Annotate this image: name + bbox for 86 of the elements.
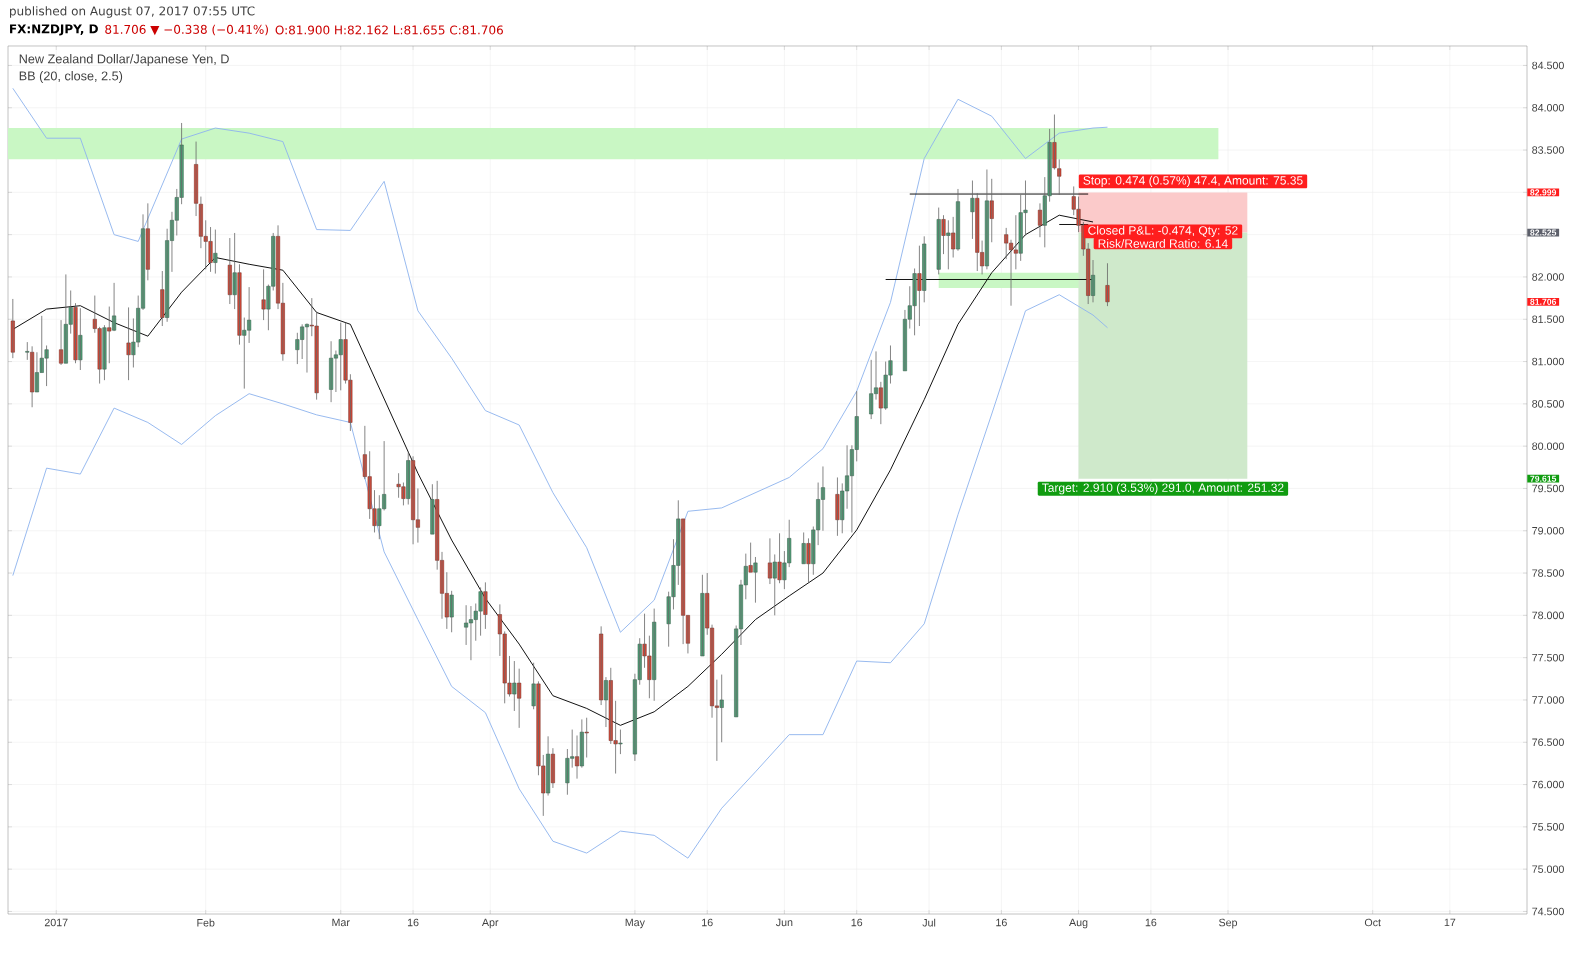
text: 81.706 ▼ −0.338 (−0.41%) [105,24,268,36]
text: BB (20, close, 2.5) [19,71,123,83]
y-tick-label: 76.000 [1532,780,1564,789]
x-tick-label: Mar [332,918,350,927]
x-tick-label: 16 [996,918,1007,927]
candlestick [261,268,266,321]
y-tick-label: 77.500 [1532,653,1564,662]
x-tick-label: Feb [197,918,215,927]
y-tick-label: 84.500 [1532,61,1564,70]
candlestick [338,322,343,391]
x-tick-label: Aug [1069,918,1088,929]
text: New Zealand Dollar/Japanese Yen, D [19,54,229,66]
y-tick-label: 83.500 [1532,146,1564,154]
candlestick [922,235,927,303]
y-tick-label: 75.000 [1532,865,1564,873]
x-tick-label: 16 [851,918,863,927]
candlestick [213,229,218,274]
y-tick-label: 77.000 [1532,696,1564,704]
candlestick [801,532,806,565]
y-tick-label: 80.500 [1532,400,1564,408]
y-tick-label: 75.500 [1532,823,1564,831]
candlestick [753,556,758,604]
candlestick [73,302,78,364]
y-tick-label: 80.000 [1532,442,1564,450]
x-tick-label: Oct [1364,918,1381,927]
candlestick [1105,262,1110,307]
y-tick-label: 79.500 [1532,484,1564,493]
candlestick [517,668,522,729]
x-tick-label: 16 [1145,918,1157,927]
text: 79.615 [1530,475,1557,482]
candlestick [1057,158,1062,196]
candlestick [126,307,131,381]
candlestick [777,532,782,584]
candlestick [970,180,975,240]
x-tick-label: 16 [407,918,419,927]
annotation: Target: 2.910 (3.53%) 291.0, Amount: 251.32 [1042,483,1284,495]
candlestick [512,660,517,712]
x-tick-label: Jun [775,918,793,927]
x-tick-label: May [625,918,645,929]
y-tick-label: 74.500 [1532,907,1564,916]
x-tick-label: Apr [481,918,499,929]
candlestick [835,477,840,537]
candlestick [531,662,536,710]
candlestick [941,214,946,255]
x-tick-label: 17 [1444,918,1456,927]
candlestick [618,729,623,755]
candlestick [806,537,811,583]
y-tick-label: 84.000 [1532,103,1564,112]
candlestick [946,219,951,270]
y-tick-label: 78.500 [1532,569,1564,577]
annotation: Risk/Reward Ratio: 6.14 [1098,239,1228,248]
candlestick [652,608,657,702]
y-tick-label: 81.000 [1532,357,1564,366]
candlestick [102,324,107,381]
candlestick [1052,114,1057,170]
x-tick-label: Sep [1219,918,1238,929]
text: O:81.900 H:82.162 L:81.655 C:81.706 [275,25,503,35]
candlestick [430,483,435,535]
candlestick [237,263,242,346]
candlestick [227,237,232,305]
x-tick-label: 2017 [44,918,68,927]
candlestick [584,717,589,758]
text: 82.999 [1530,189,1557,196]
y-tick-label: 78.000 [1532,611,1564,620]
y-tick-label: 81.500 [1532,315,1564,324]
candlestick [975,192,980,272]
x-tick-label: 16 [702,918,713,927]
candlestick [748,542,753,573]
candlestick [936,207,941,275]
annotation: Stop: 0.474 (0.57%) 47.4, Amount: 75.35 [1083,175,1303,188]
x-tick-label: Jul [922,918,936,927]
candlestick [78,307,83,371]
candlestick [449,590,454,633]
text: 81.706 [1530,298,1557,305]
candlestick [917,245,922,327]
y-tick-label: 82.000 [1532,273,1564,281]
text: FX:NZDJPY, D [10,24,98,36]
text: 82.525 [1530,229,1557,236]
candlestick [10,298,15,359]
candlestick [483,581,488,630]
y-tick-label: 76.500 [1532,738,1564,747]
y-tick-label: 79.000 [1532,526,1564,535]
annotation: Closed P&L: -0.474, Qty: 52 [1088,225,1238,238]
text: published on August 07, 2017 07:55 UTC [10,6,255,18]
candlestick [232,232,237,310]
candlestick [700,574,705,657]
